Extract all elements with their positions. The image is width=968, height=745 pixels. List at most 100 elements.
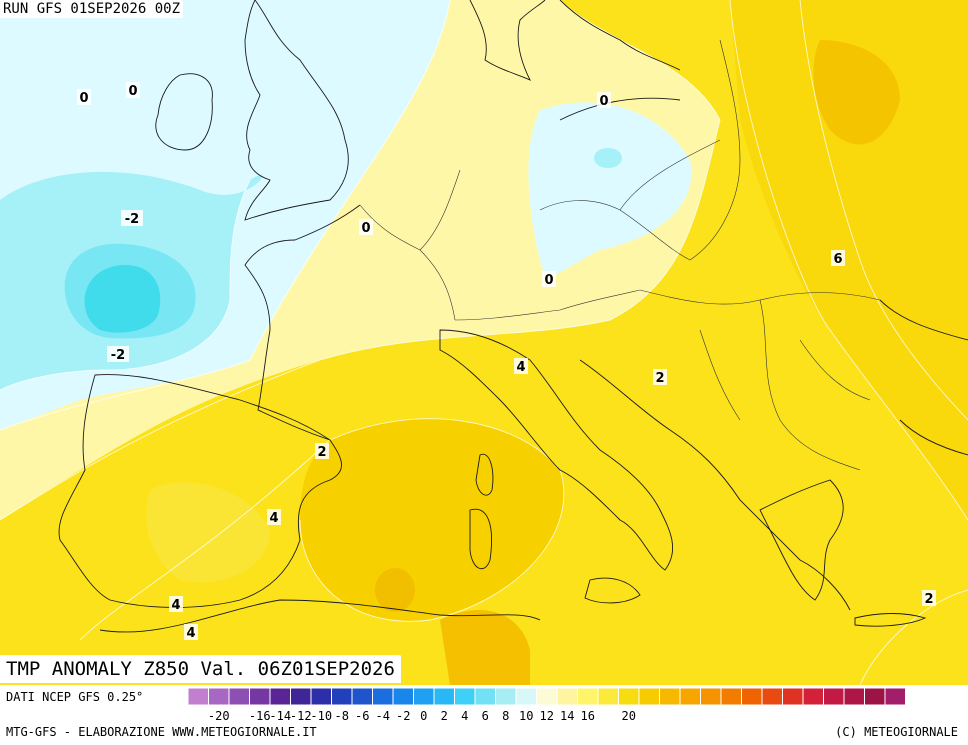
colorbar-tick-label: -20	[208, 709, 230, 723]
map-title: TMP ANOMALY Z850 Val. 06Z01SEP2026	[0, 655, 401, 683]
svg-text:-2: -2	[125, 212, 139, 227]
colorbar-tick-label: 6	[482, 709, 489, 723]
colorbar-swatch	[474, 688, 496, 706]
contour-label: 4	[267, 509, 281, 526]
contour-label: -2	[107, 346, 129, 363]
svg-text:4: 4	[171, 598, 180, 613]
isolines	[0, 0, 968, 685]
svg-text:0: 0	[128, 84, 137, 99]
colorbar-tick-label: -10	[310, 709, 332, 723]
colorbar-swatch	[290, 688, 312, 706]
colorbar-swatch	[331, 688, 353, 706]
contour-label: 6	[831, 250, 845, 267]
svg-text:0: 0	[361, 221, 370, 236]
colorbar-tick-label: -12	[290, 709, 312, 723]
colorbar: -20 -16-14-12-10 -8 -6 -4 -2 0 2 4 6 8 10 12 14 16 20	[188, 688, 906, 723]
field-cyan-core	[84, 265, 161, 333]
colorbar-tick-label: -2	[396, 709, 410, 723]
svg-text:4: 4	[186, 626, 195, 641]
legend-footer: DATI NCEP GFS 0.25° -20 -16 -14 -12 -10 -8 -6-…	[0, 685, 968, 745]
colorbar-swatch	[228, 688, 250, 706]
field-warm-med	[300, 418, 564, 622]
colorbar-tick-label: 4	[461, 709, 468, 723]
svg-text:-2: -2	[111, 348, 125, 363]
colorbar-swatch	[741, 688, 763, 706]
colorbar-swatch	[864, 688, 886, 706]
colorbar-tick-label: 10	[519, 709, 533, 723]
coastlines	[58, 0, 968, 633]
field-orange-east	[813, 40, 900, 145]
colorbar-swatch	[249, 688, 271, 706]
contour-label: 2	[922, 590, 936, 607]
svg-text:2: 2	[924, 592, 933, 607]
colorbar-tick-label: -6	[355, 709, 369, 723]
field-orange-med	[375, 568, 415, 612]
colorbar-tick-label: 2	[441, 709, 448, 723]
colorbar-swatch	[761, 688, 783, 706]
colorbar-swatch	[577, 688, 599, 706]
colorbar-swatch	[597, 688, 619, 706]
borders	[359, 39, 881, 471]
contour-label: 2	[653, 369, 667, 386]
colorbar-swatch	[823, 688, 845, 706]
contour-label: 0	[77, 89, 91, 106]
svg-text:0: 0	[599, 94, 608, 109]
colorbar-tick-label: -8	[335, 709, 349, 723]
svg-text:4: 4	[516, 360, 525, 375]
field-orange-south	[440, 610, 530, 685]
contour-labels: 0 0 0 -2 0 -2 0 6 4 2 2 4 4 4 2	[77, 82, 936, 641]
colorbar-tick-label: -4	[376, 709, 390, 723]
colorbar-swatch	[720, 688, 742, 706]
svg-text:2: 2	[655, 371, 664, 386]
colorbar-swatch	[679, 688, 701, 706]
colorbar-tick-label: 12	[540, 709, 554, 723]
contour-label: 0	[359, 219, 373, 236]
field-cyan-small	[594, 148, 622, 168]
colorbar-swatch	[188, 688, 209, 706]
colorbar-swatch	[638, 688, 660, 706]
colorbar-tick-label: -16	[249, 709, 271, 723]
colorbar-tick-label: -14	[269, 709, 291, 723]
anomaly-map: 0 0 0 -2 0 -2 0 6 4 2 2 4 4 4 2	[0, 0, 968, 685]
contour-label: 0	[597, 92, 611, 109]
field-warm-east	[730, 0, 968, 520]
colorbar-swatch	[495, 688, 517, 706]
colorbar-swatch	[515, 688, 537, 706]
copyright-text: (C) METEOGIORNALE	[835, 725, 958, 739]
colorbar-swatch	[618, 688, 640, 706]
colorbar-swatch	[454, 688, 476, 706]
colorbar-tick-label: 20	[622, 709, 636, 723]
svg-text:0: 0	[79, 91, 88, 106]
svg-text:2: 2	[317, 445, 326, 460]
colorbar-swatch	[700, 688, 722, 706]
colorbar-swatch	[556, 688, 578, 706]
colorbar-swatch	[413, 688, 435, 706]
colorbar-tick-label: 16	[581, 709, 595, 723]
colorbar-swatch	[884, 688, 906, 706]
field-iberia	[146, 482, 270, 583]
svg-text:6: 6	[833, 252, 842, 267]
colorbar-swatch	[392, 688, 414, 706]
colorbar-swatch	[782, 688, 804, 706]
contour-label: -2	[121, 210, 143, 227]
contour-label: 0	[126, 82, 140, 99]
contour-label: 2	[315, 443, 329, 460]
colorbar-swatch	[433, 688, 455, 706]
contour-label: 4	[169, 596, 183, 613]
colorbar-swatch	[843, 688, 865, 706]
colorbar-swatch	[269, 688, 291, 706]
contour-label: 4	[184, 624, 198, 641]
colorbar-swatch	[536, 688, 558, 706]
contour-label: 4	[514, 358, 528, 375]
colorbar-swatch	[372, 688, 394, 706]
run-label: RUN GFS 01SEP2026 00Z	[0, 0, 184, 18]
credit-text: MTG-GFS - ELABORAZIONE WWW.METEOGIORNALE…	[6, 725, 317, 739]
data-source: DATI NCEP GFS 0.25°	[6, 690, 144, 704]
colorbar-tick-label: 14	[560, 709, 574, 723]
map-area: 0 0 0 -2 0 -2 0 6 4 2 2 4 4 4 2 RUN GFS …	[0, 0, 968, 685]
colorbar-swatch	[208, 688, 230, 706]
colorbar-swatch	[310, 688, 332, 706]
colorbar-tick-label: 8	[502, 709, 509, 723]
colorbar-swatch	[659, 688, 681, 706]
colorbar-swatch	[351, 688, 373, 706]
